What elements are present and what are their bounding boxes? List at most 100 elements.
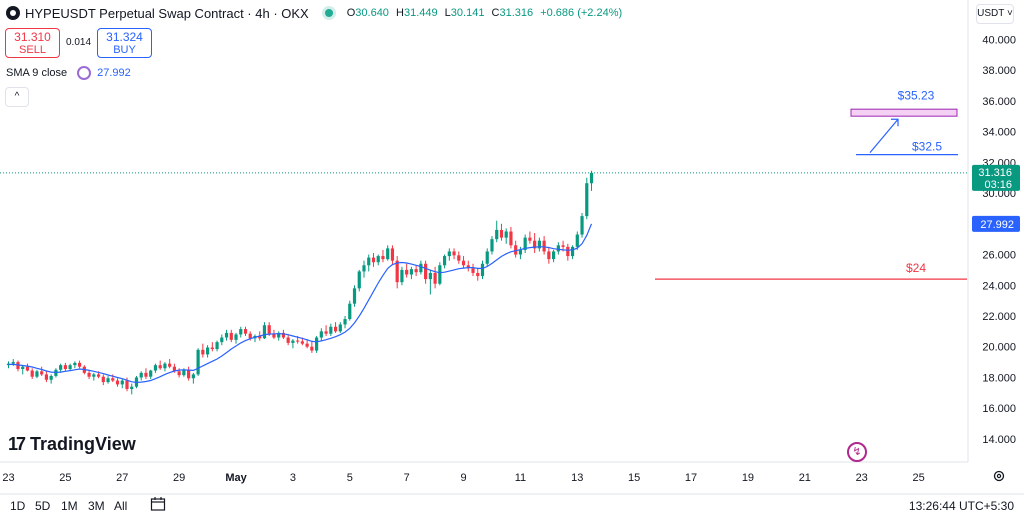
bottom-toolbar: 1D 5D 1M 3M All 13:26:44 UTC+5:30 bbox=[0, 494, 1024, 520]
clock[interactable]: 13:26:44 UTC+5:30 bbox=[908, 499, 1014, 513]
sma-legend[interactable]: SMA 9 close 27.992 bbox=[6, 66, 131, 80]
candle-body bbox=[528, 237, 532, 241]
candle-body bbox=[552, 251, 556, 260]
y-tick-label: 14.000 bbox=[982, 434, 1016, 446]
calendar-icon[interactable] bbox=[150, 496, 166, 512]
timeframe-1m[interactable]: 1M bbox=[61, 499, 78, 513]
collapse-legend-button[interactable]: ^ bbox=[5, 87, 29, 107]
refresh-icon[interactable] bbox=[77, 66, 92, 80]
candle-body bbox=[514, 245, 518, 255]
candle-body bbox=[182, 369, 186, 376]
x-tick-label: 23 bbox=[856, 472, 868, 484]
symbol-title[interactable]: HYPEUSDT Perpetual Swap Contract · 4h · … bbox=[25, 5, 309, 21]
candle-body bbox=[566, 246, 570, 257]
candle bbox=[343, 316, 347, 329]
candle-body bbox=[234, 334, 238, 340]
candle bbox=[149, 369, 153, 380]
ohlc-values: O30.640 H31.449 L30.141 C31.316 +0.686 (… bbox=[346, 7, 623, 19]
candle-body bbox=[44, 374, 49, 380]
sell-button[interactable]: 31.310 SELL bbox=[5, 28, 60, 58]
candle-body bbox=[348, 303, 352, 320]
candle-body bbox=[329, 326, 333, 334]
candle bbox=[144, 368, 148, 380]
y-tick-label: 34.000 bbox=[982, 127, 1016, 139]
candle-body bbox=[376, 256, 380, 263]
candle bbox=[205, 345, 210, 358]
y-tick-label: 30.000 bbox=[982, 188, 1016, 200]
candle bbox=[428, 269, 432, 295]
timeframe-1d[interactable]: 1D bbox=[10, 499, 26, 513]
sma-line bbox=[8, 223, 593, 384]
candle-body bbox=[509, 231, 513, 246]
candle-body bbox=[201, 349, 205, 355]
candle bbox=[21, 365, 25, 375]
candle-body bbox=[580, 216, 584, 235]
candle-body bbox=[367, 257, 371, 266]
candle bbox=[329, 323, 333, 336]
flash-icon[interactable]: ↯ bbox=[847, 442, 867, 462]
candle-body bbox=[585, 183, 589, 217]
x-tick-label: 23 bbox=[2, 472, 14, 484]
sma-price-label: 27.992 bbox=[980, 219, 1014, 231]
y-tick-label: 26.000 bbox=[982, 250, 1016, 262]
candle-body bbox=[405, 269, 409, 275]
candle-body bbox=[96, 374, 101, 377]
candle bbox=[537, 237, 541, 252]
candle bbox=[291, 339, 295, 349]
candle-body bbox=[11, 362, 15, 364]
candle bbox=[518, 246, 523, 260]
current-price-badge bbox=[972, 164, 1020, 191]
timeframe-3m[interactable]: 3M bbox=[88, 499, 105, 513]
candle bbox=[395, 256, 399, 289]
candle bbox=[153, 363, 158, 373]
candle-body bbox=[115, 380, 120, 385]
candle-body bbox=[300, 341, 304, 344]
x-tick-label: 25 bbox=[59, 472, 71, 484]
candle-body bbox=[205, 347, 210, 355]
candle-body bbox=[490, 239, 494, 252]
target-label-35: $35.23 bbox=[898, 89, 935, 103]
candle-body bbox=[63, 365, 67, 370]
y-tick-label: 24.000 bbox=[982, 280, 1016, 292]
candle-body bbox=[215, 342, 219, 350]
y-tick-label: 36.000 bbox=[982, 96, 1016, 108]
x-tick-label: 29 bbox=[173, 472, 185, 484]
candle-body bbox=[409, 269, 413, 275]
candle-body bbox=[40, 371, 44, 375]
candle bbox=[158, 360, 162, 370]
candle bbox=[272, 329, 276, 340]
candle-body bbox=[414, 269, 418, 273]
buy-button[interactable]: 31.324 BUY bbox=[97, 28, 152, 58]
candle-body bbox=[168, 363, 172, 367]
x-tick-label: 9 bbox=[460, 472, 466, 484]
timeframe-5d[interactable]: 5D bbox=[35, 499, 51, 513]
candle-body bbox=[442, 256, 447, 266]
support-label-24: $24 bbox=[906, 261, 926, 275]
candle bbox=[390, 245, 395, 266]
candle bbox=[319, 328, 323, 341]
candle bbox=[566, 243, 570, 261]
settings-icon[interactable] bbox=[992, 469, 1006, 483]
candle bbox=[409, 266, 413, 280]
candle bbox=[63, 362, 67, 372]
candle bbox=[509, 226, 513, 249]
target-box bbox=[850, 108, 958, 117]
timeframe-all[interactable]: All bbox=[114, 499, 128, 513]
x-tick-label: 19 bbox=[742, 472, 754, 484]
current-price-label: 31.316 bbox=[978, 167, 1012, 179]
projection-arrow-head bbox=[891, 118, 899, 127]
candle-body bbox=[381, 256, 385, 260]
candle bbox=[348, 300, 352, 321]
candle bbox=[215, 340, 219, 352]
currency-selector[interactable]: USDT ˅ bbox=[976, 4, 1014, 24]
candle-body bbox=[504, 231, 508, 238]
candle-body bbox=[433, 272, 437, 284]
candle-body bbox=[49, 375, 53, 380]
candle bbox=[315, 335, 319, 353]
candle-body bbox=[25, 366, 30, 371]
candle bbox=[49, 374, 53, 384]
candle bbox=[575, 231, 579, 250]
candle-body bbox=[258, 335, 262, 339]
candle bbox=[499, 223, 504, 241]
